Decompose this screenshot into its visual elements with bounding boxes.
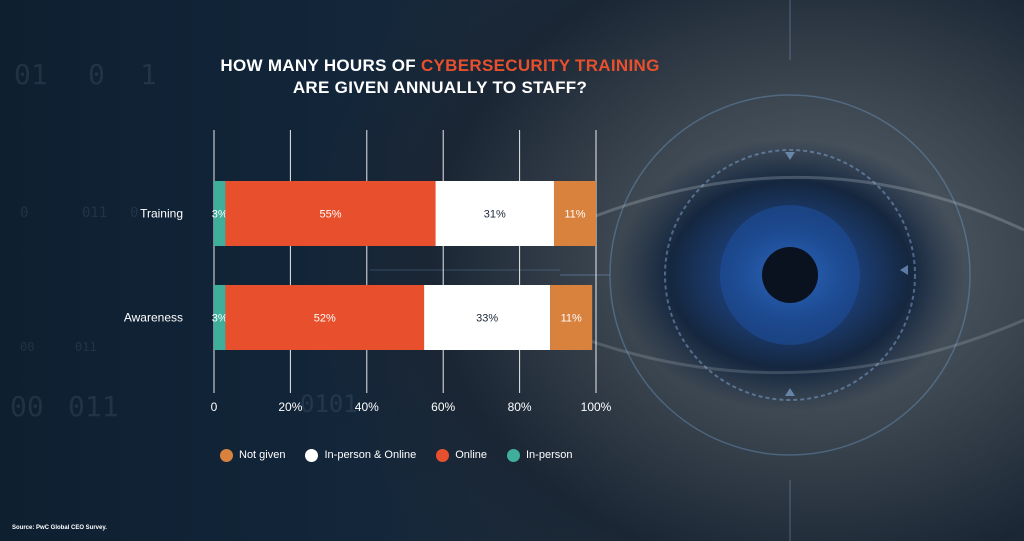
data-label: 52% [314,313,336,325]
chart-title: HOW MANY HOURS OF CYBERSECURITY TRAINING… [150,55,730,99]
legend-label-not-given: Not given [239,449,286,461]
x-tick-label: 100% [581,400,612,414]
legend-label-in-person: In-person [526,449,573,461]
x-tick-label: 0 [211,400,218,414]
data-label: 55% [319,209,341,221]
data-label: 11% [564,209,585,221]
legend-swatch-not-given [220,448,233,462]
x-tick-label: 80% [508,400,532,414]
legend-swatch-in-person [507,448,520,462]
bar-segment [435,181,554,246]
legend-item-not-given: Not given [220,448,286,462]
category-label: Awareness [124,311,183,325]
category-label: Training [140,207,183,221]
legend-swatch-in-person-online [305,448,319,462]
bar-segment [553,181,596,246]
title-highlight: CYBERSECURITY TRAINING [420,56,660,75]
legend-item-online: Online [436,448,487,462]
chart-legend: Not given In-person & Online Online In-p… [220,446,572,464]
source-note: Source: PwC Global CEO Survey. [12,525,107,531]
title-line1-prefix: HOW MANY HOURS OF [220,56,421,75]
bar-segment [424,285,551,350]
bar-segment [214,181,226,246]
legend-item-in-person-online: In-person & Online [305,448,417,462]
x-tick-label: 20% [278,400,302,414]
legend-label-online: Online [455,449,487,461]
legend-swatch-online [436,448,450,462]
data-label: 11% [561,313,582,325]
data-label: 3% [212,313,228,325]
data-label: 3% [212,209,228,221]
bar-segment [214,285,226,350]
title-line2: ARE GIVEN ANNUALLY TO STAFF? [292,78,588,97]
bar-segment [550,285,593,350]
bar-segment [225,181,436,246]
data-label: 31% [484,209,506,221]
legend-label-in-person-online: In-person & Online [324,449,417,461]
x-tick-label: 40% [355,400,379,414]
bar-segment [225,285,425,350]
data-label: 33% [476,313,498,325]
legend-item-in-person: In-person [507,448,573,462]
x-tick-label: 60% [431,400,455,414]
